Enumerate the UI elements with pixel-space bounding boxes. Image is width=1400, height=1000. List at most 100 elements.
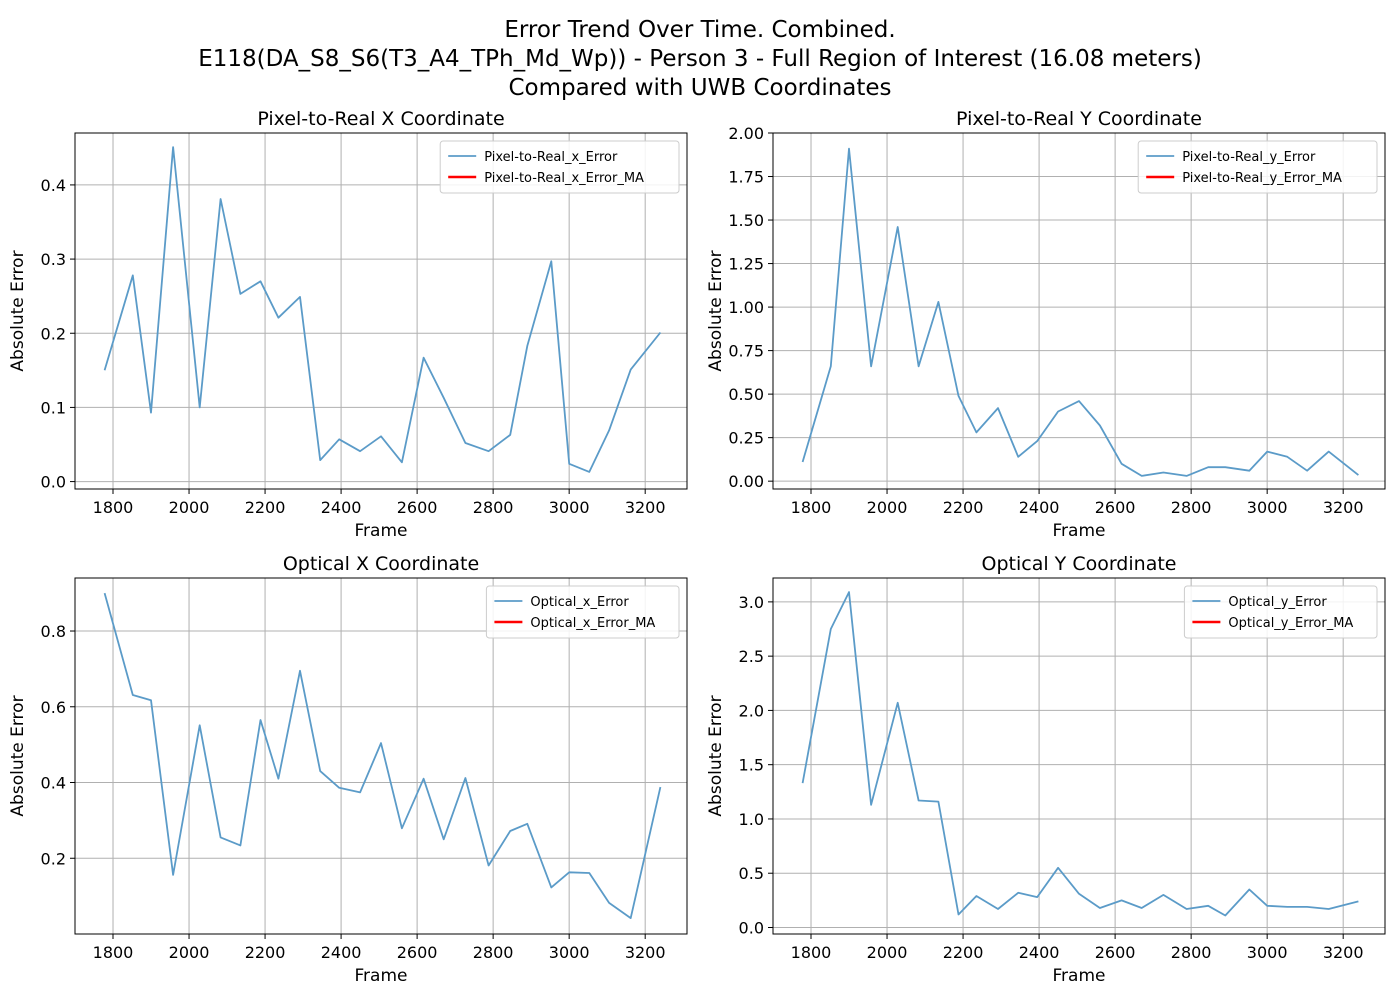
legend-entry: Pixel-to-Real_y_Error_MA bbox=[1182, 171, 1342, 186]
x-tick-label: 2600 bbox=[1095, 498, 1136, 517]
x-tick-label: 2400 bbox=[1019, 943, 1060, 962]
x-tick-label: 2000 bbox=[867, 943, 908, 962]
x-tick-label: 3200 bbox=[625, 498, 666, 517]
legend-box bbox=[439, 140, 680, 194]
y-tick-label: 2.0 bbox=[739, 701, 764, 720]
subplot-title: Optical Y Coordinate bbox=[982, 553, 1177, 575]
legend-entry: Pixel-to-Real_x_Error bbox=[484, 150, 618, 165]
plot-frame bbox=[74, 132, 688, 490]
x-tick-label: 2200 bbox=[245, 498, 286, 517]
figure-title-line-1: Error Trend Over Time. Combined. bbox=[504, 17, 896, 43]
x-tick-label: 2200 bbox=[943, 498, 984, 517]
x-tick-label: 2400 bbox=[321, 943, 362, 962]
y-tick-label: 2.00 bbox=[728, 124, 764, 143]
legend-entry: Optical_x_Error bbox=[530, 595, 629, 610]
y-tick-label: 1.5 bbox=[739, 756, 764, 775]
x-axis-label: Frame bbox=[1053, 966, 1106, 986]
y-tick-label: 0.6 bbox=[41, 698, 66, 717]
y-axis-label: Absolute Error bbox=[8, 695, 28, 816]
y-tick-label: 0.25 bbox=[728, 429, 764, 448]
y-tick-label: 1.50 bbox=[728, 211, 764, 230]
legend: Pixel-to-Real_x_Error Pixel-to-Real_x_Err… bbox=[439, 140, 680, 194]
x-axis-label: Frame bbox=[355, 966, 408, 986]
x-tick-label: 2600 bbox=[397, 498, 438, 517]
subplot-title: Pixel-to-Real Y Coordinate bbox=[956, 108, 1202, 130]
series-line-1 bbox=[801, 591, 1359, 917]
y-tick-label: 3.0 bbox=[739, 593, 764, 612]
x-tick-label: 2400 bbox=[1019, 498, 1060, 517]
x-tick-label: 2200 bbox=[245, 943, 286, 962]
x-tick-label: 3200 bbox=[1323, 498, 1364, 517]
chart-panel-2: 1800 2000 2200 2400 2600 2800 3000 3200 0.00 0.25… bbox=[706, 108, 1386, 541]
legend-entry: Optical_y_Error_MA bbox=[1228, 616, 1353, 631]
plot-frame bbox=[772, 132, 1386, 490]
legend-entry: Optical_x_Error_MA bbox=[530, 616, 655, 631]
y-tick-label: 1.0 bbox=[739, 810, 764, 829]
x-tick-label: 1800 bbox=[93, 498, 134, 517]
figure-title-line-3: Compared with UWB Coordinates bbox=[508, 75, 892, 101]
legend: Optical_x_Error Optical_x_Error_MA bbox=[485, 585, 680, 639]
series-line-1 bbox=[103, 592, 662, 919]
x-tick-label: 2600 bbox=[1095, 943, 1136, 962]
y-tick-label: 0.75 bbox=[728, 342, 764, 361]
series-line-1 bbox=[801, 147, 1359, 477]
chart-panel-3: 1800 2000 2200 2400 2600 2800 3000 3200 0.2 0.4 0.… bbox=[8, 553, 688, 986]
y-axis-label: Absolute Error bbox=[706, 250, 726, 371]
chart-panel-1: 1800 2000 2200 2400 2600 2800 3000 3200 0.0 0.1 0.… bbox=[8, 108, 688, 541]
y-tick-label: 1.75 bbox=[728, 168, 764, 187]
x-tick-label: 2600 bbox=[397, 943, 438, 962]
x-tick-label: 3000 bbox=[549, 943, 590, 962]
y-tick-label: 0.00 bbox=[728, 472, 764, 491]
x-tick-label: 2200 bbox=[943, 943, 984, 962]
y-tick-label: 0.4 bbox=[41, 176, 66, 195]
x-tick-label: 2800 bbox=[473, 498, 514, 517]
y-tick-label: 0.50 bbox=[728, 385, 764, 404]
series-line-1 bbox=[103, 146, 662, 473]
x-axis-label: Frame bbox=[1053, 521, 1106, 541]
subplot-title: Optical X Coordinate bbox=[283, 553, 479, 575]
plot-frame bbox=[74, 577, 688, 935]
y-tick-label: 0.0 bbox=[41, 473, 66, 492]
chart-panel-4: 1800 2000 2200 2400 2600 2800 3000 3200 0.0 0.5 1.… bbox=[706, 553, 1386, 986]
figure-title: Error Trend Over Time. Combined. E118(DA… bbox=[0, 16, 1400, 103]
y-tick-label: 0.1 bbox=[41, 398, 66, 417]
x-axis-label: Frame bbox=[355, 521, 408, 541]
x-tick-label: 1800 bbox=[791, 943, 832, 962]
figure-title-line-2: E118(DA_S8_S6(T3_A4_TPh_Md_Wp)) - Person… bbox=[198, 46, 1202, 72]
x-tick-label: 3000 bbox=[549, 498, 590, 517]
x-tick-label: 2000 bbox=[169, 943, 210, 962]
y-tick-label: 1.25 bbox=[728, 255, 764, 274]
y-tick-label: 0.0 bbox=[739, 918, 764, 937]
legend-entry: Pixel-to-Real_y_Error bbox=[1182, 150, 1316, 165]
x-tick-label: 3000 bbox=[1247, 498, 1288, 517]
legend-box bbox=[485, 585, 680, 639]
subplot-title: Pixel-to-Real X Coordinate bbox=[257, 108, 504, 130]
plot-frame bbox=[772, 577, 1386, 935]
x-tick-label: 1800 bbox=[791, 498, 832, 517]
x-tick-label: 2000 bbox=[867, 498, 908, 517]
y-tick-label: 0.2 bbox=[41, 849, 66, 868]
legend: Pixel-to-Real_y_Error Pixel-to-Real_y_Err… bbox=[1137, 140, 1378, 194]
x-tick-label: 3200 bbox=[625, 943, 666, 962]
x-tick-label: 3200 bbox=[1323, 943, 1364, 962]
y-tick-label: 0.3 bbox=[41, 250, 66, 269]
x-tick-label: 2800 bbox=[473, 943, 514, 962]
x-tick-label: 2800 bbox=[1171, 498, 1212, 517]
x-tick-label: 2400 bbox=[321, 498, 362, 517]
y-tick-label: 0.4 bbox=[41, 774, 66, 793]
x-tick-label: 1800 bbox=[93, 943, 134, 962]
legend: Optical_y_Error Optical_y_Error_MA bbox=[1183, 585, 1378, 639]
legend-entry: Optical_y_Error bbox=[1228, 595, 1327, 610]
y-tick-label: 0.2 bbox=[41, 324, 66, 343]
legend-box bbox=[1137, 140, 1378, 194]
x-tick-label: 2800 bbox=[1171, 943, 1212, 962]
y-tick-label: 0.5 bbox=[739, 864, 764, 883]
y-axis-label: Absolute Error bbox=[8, 250, 28, 371]
y-tick-label: 2.5 bbox=[739, 647, 764, 666]
y-tick-label: 1.00 bbox=[728, 298, 764, 317]
x-tick-label: 3000 bbox=[1247, 943, 1288, 962]
y-axis-label: Absolute Error bbox=[706, 695, 726, 816]
y-tick-label: 0.8 bbox=[41, 622, 66, 641]
legend-box bbox=[1183, 585, 1378, 639]
